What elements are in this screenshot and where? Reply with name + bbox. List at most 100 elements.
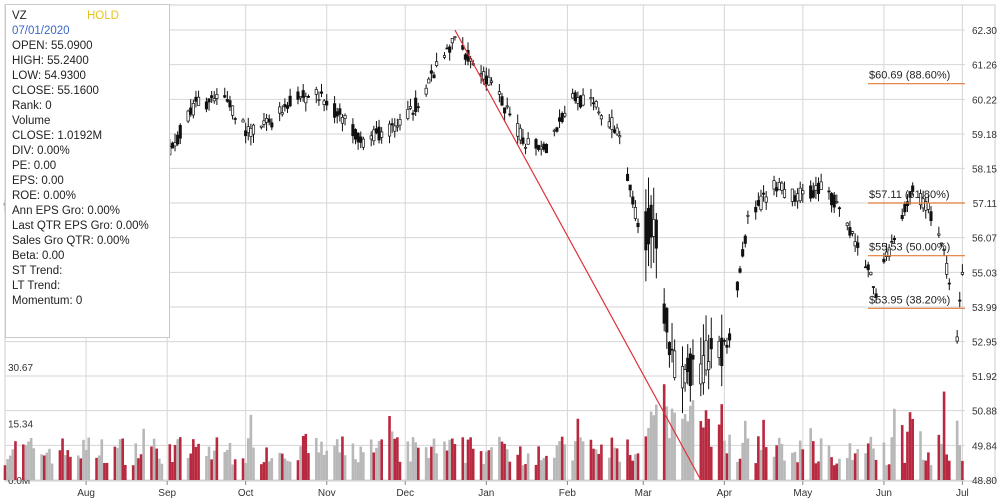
- candle-body: [725, 344, 729, 348]
- volume-bar: [388, 416, 391, 480]
- volume-bar: [280, 453, 284, 480]
- y-tick-label: 60.22: [972, 95, 997, 106]
- candle-body: [764, 196, 768, 203]
- candle-body: [759, 195, 763, 211]
- x-tick-label: Dec: [396, 488, 414, 499]
- candle-body: [249, 127, 253, 137]
- volume-bar: [607, 457, 611, 480]
- candle-body: [903, 203, 907, 213]
- volume-bar: [11, 449, 15, 480]
- volume-bar: [576, 418, 580, 480]
- info-st-trend: ST Trend:: [12, 265, 63, 277]
- candle-body: [377, 126, 381, 141]
- candle-body: [699, 363, 703, 385]
- volume-bar: [24, 445, 28, 480]
- volume-bar: [553, 457, 556, 480]
- candle-body: [717, 340, 721, 358]
- volume-bar: [725, 453, 729, 480]
- volume-bar: [503, 443, 506, 480]
- volume-bar: [29, 438, 33, 480]
- volume-bar: [262, 462, 266, 480]
- volume-bar: [58, 450, 62, 480]
- candle-body: [871, 286, 875, 288]
- candle-body: [827, 190, 831, 193]
- candle-body: [489, 80, 494, 83]
- volume-bar: [929, 465, 933, 480]
- info-low: LOW: 54.9300: [12, 70, 86, 82]
- volume-bar: [631, 460, 635, 480]
- y-tick-label: 50.88: [972, 407, 997, 418]
- volume-bar: [82, 439, 85, 480]
- volume-bar: [66, 450, 70, 480]
- volume-bar: [359, 446, 363, 480]
- plot-frame: [4, 4, 996, 482]
- candle-body: [479, 73, 483, 76]
- candle-body: [636, 222, 640, 228]
- fib-level-label: $53.95 (38.20%): [869, 294, 950, 306]
- volume-bar: [416, 447, 420, 480]
- volume-bar: [356, 462, 360, 480]
- candle-body: [186, 110, 190, 122]
- volume-bar: [652, 415, 656, 480]
- y-tick-label: 56.07: [972, 234, 997, 245]
- volume-bar: [558, 441, 561, 480]
- candle-body: [435, 61, 439, 67]
- candle-body: [892, 237, 896, 241]
- volume-bar: [246, 438, 250, 480]
- volume-bar: [95, 457, 98, 480]
- volume-bar: [192, 439, 195, 480]
- volume-bar: [362, 452, 365, 480]
- candle-body: [280, 112, 284, 115]
- volume-bar: [314, 438, 318, 480]
- candle-body: [544, 143, 549, 154]
- volume-bar: [131, 465, 135, 480]
- volume-bar: [689, 405, 692, 480]
- volume-bar: [45, 452, 49, 480]
- candle-body: [542, 143, 546, 150]
- candle-body: [662, 303, 666, 324]
- candle-body: [830, 193, 834, 206]
- volume-bar: [866, 443, 870, 480]
- volume-bar: [40, 454, 43, 480]
- candle-body: [299, 96, 303, 99]
- volume-bar: [618, 461, 622, 480]
- volume-bar: [819, 438, 823, 480]
- candle-body: [416, 106, 420, 109]
- candle-body: [709, 338, 713, 350]
- candle-body: [170, 142, 174, 149]
- volume-bar: [743, 420, 747, 480]
- candle-body: [262, 120, 266, 125]
- volume-bar: [668, 438, 671, 480]
- x-tick-label: Jan: [478, 488, 494, 499]
- volume-bar: [207, 446, 211, 480]
- volume-bar: [615, 448, 619, 480]
- volume-bar: [260, 464, 263, 480]
- candle-body: [741, 249, 745, 257]
- candle-body: [356, 132, 360, 143]
- volume-bar: [61, 438, 64, 480]
- candle-body: [372, 129, 376, 142]
- candle-body: [701, 355, 705, 384]
- volume-bar: [885, 465, 888, 480]
- candle-body: [856, 242, 860, 248]
- candle-body: [848, 227, 852, 236]
- volume-bar: [534, 464, 538, 480]
- volume-bar: [728, 434, 731, 480]
- volume-bar: [937, 434, 941, 480]
- y-tick-label: 61.26: [972, 61, 997, 72]
- candle-body: [317, 99, 321, 101]
- x-tick-label: Nov: [318, 488, 336, 499]
- candle-body: [811, 190, 815, 198]
- candle-body: [578, 95, 583, 108]
- info-open: OPEN: 55.0900: [12, 40, 93, 52]
- info-momentum: Momentum: 0: [12, 295, 83, 307]
- candle-body: [926, 202, 930, 210]
- candle-body: [819, 181, 823, 190]
- candle-body: [508, 113, 512, 116]
- volume-bar: [644, 436, 648, 480]
- candle-body: [204, 101, 208, 110]
- volume-bar: [453, 444, 457, 480]
- volume-bar: [508, 461, 512, 480]
- candle-body: [576, 97, 580, 104]
- volume-bar: [827, 445, 831, 480]
